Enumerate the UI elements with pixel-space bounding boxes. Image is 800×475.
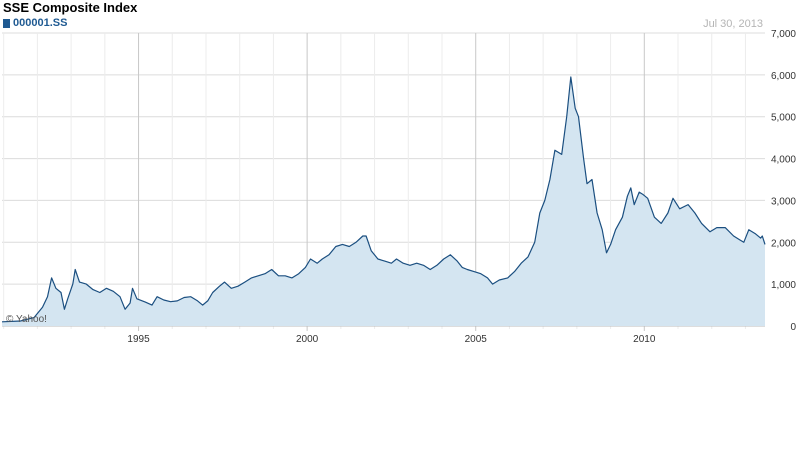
y-tick-label: 2,000 [771, 238, 796, 249]
y-tick-label: 4,000 [771, 155, 796, 166]
x-tick-label: 2005 [465, 334, 488, 345]
watermark: © Yahoo! [6, 314, 47, 325]
legend-swatch [3, 18, 10, 28]
y-tick-label: 1,000 [771, 280, 796, 291]
y-axis: 7,000 6,000 5,000 4,000 3,000 2,000 1,000 0 [771, 29, 796, 333]
legend-label: 000001.SS [13, 17, 68, 29]
x-axis: 1995 2000 2005 2010 [127, 334, 655, 345]
y-tick-label: 3,000 [771, 196, 796, 207]
chart-date: Jul 30, 2013 [703, 18, 763, 30]
x-tick-label: 1995 [127, 334, 150, 345]
x-tick-label: 2010 [633, 334, 656, 345]
area-layer [1, 76, 766, 326]
series-line [1, 76, 766, 323]
y-tick-label: 0 [790, 322, 796, 333]
y-tick-label: 5,000 [771, 113, 796, 124]
y-tick-label: 6,000 [771, 71, 796, 82]
y-tick-label: 7,000 [771, 29, 796, 40]
legend: 000001.SS [3, 17, 67, 29]
chart-title: SSE Composite Index [3, 0, 138, 15]
series-area [2, 77, 765, 326]
x-tick-label: 2000 [296, 334, 319, 345]
